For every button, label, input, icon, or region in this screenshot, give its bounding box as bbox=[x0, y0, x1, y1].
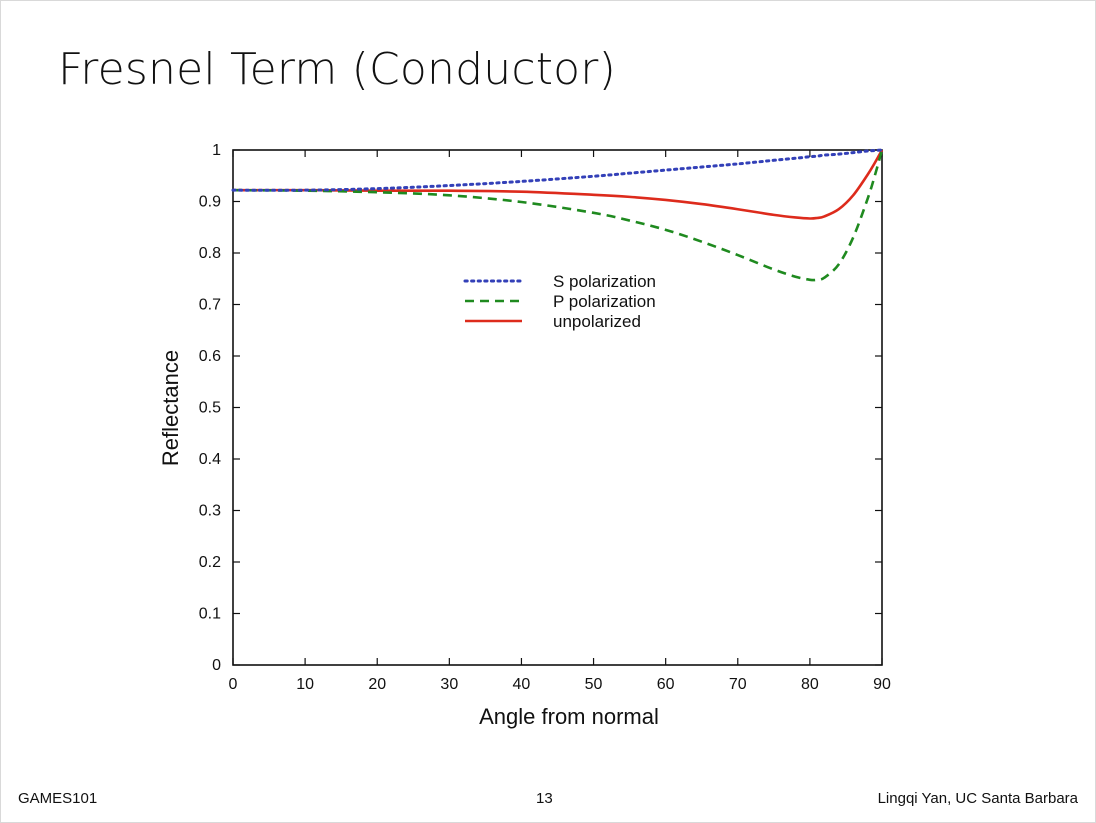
x-tick-label: 40 bbox=[513, 676, 531, 693]
series-line-p-polarization bbox=[232, 149, 884, 282]
x-tick-label: 70 bbox=[729, 676, 747, 693]
legend-label: unpolarized bbox=[553, 312, 641, 331]
slide-title: Fresnel Term (Conductor) bbox=[58, 44, 616, 95]
x-tick-label: 90 bbox=[873, 676, 891, 693]
y-tick-label: 0.7 bbox=[199, 297, 221, 314]
y-tick-label: 0.6 bbox=[199, 348, 221, 365]
x-tick-label: 30 bbox=[440, 676, 458, 693]
x-tick-label: 60 bbox=[657, 676, 675, 693]
x-tick-label: 50 bbox=[585, 676, 603, 693]
x-axis-label: Angle from normal bbox=[479, 704, 659, 729]
y-axis-ticks: 0 0.1 0.2 0.3 0.4 0.5 0.6 0.7 0.8 0.9 1 bbox=[199, 142, 882, 674]
y-tick-label: 0 bbox=[212, 657, 221, 674]
y-axis-label: Reflectance bbox=[158, 350, 183, 466]
legend-label: P polarization bbox=[553, 292, 656, 311]
series-line-s-polarization bbox=[231, 148, 884, 192]
y-tick-label: 0.1 bbox=[199, 606, 221, 623]
y-tick-label: 1 bbox=[212, 142, 221, 159]
y-tick-label: 0.4 bbox=[199, 451, 221, 468]
footer-author: Lingqi Yan, UC Santa Barbara bbox=[877, 790, 1078, 807]
x-tick-label: 80 bbox=[801, 676, 819, 693]
y-tick-label: 0.9 bbox=[199, 194, 221, 211]
legend-label: S polarization bbox=[553, 272, 656, 291]
footer-course: GAMES101 bbox=[18, 790, 98, 807]
y-tick-label: 0.2 bbox=[199, 554, 221, 571]
y-tick-label: 0.8 bbox=[199, 245, 221, 262]
plot-area bbox=[232, 149, 883, 666]
y-tick-label: 0.3 bbox=[199, 503, 221, 520]
x-tick-label: 0 bbox=[229, 676, 238, 693]
y-tick-label: 0.5 bbox=[199, 400, 221, 417]
x-axis-ticks: 0 10 20 30 40 50 60 70 80 90 bbox=[229, 150, 891, 693]
x-tick-label: 20 bbox=[368, 676, 386, 693]
series-lines bbox=[231, 148, 884, 282]
footer-page-number: 13 bbox=[536, 790, 553, 807]
x-tick-label: 10 bbox=[296, 676, 314, 693]
series-line-unpolarized bbox=[232, 149, 884, 220]
